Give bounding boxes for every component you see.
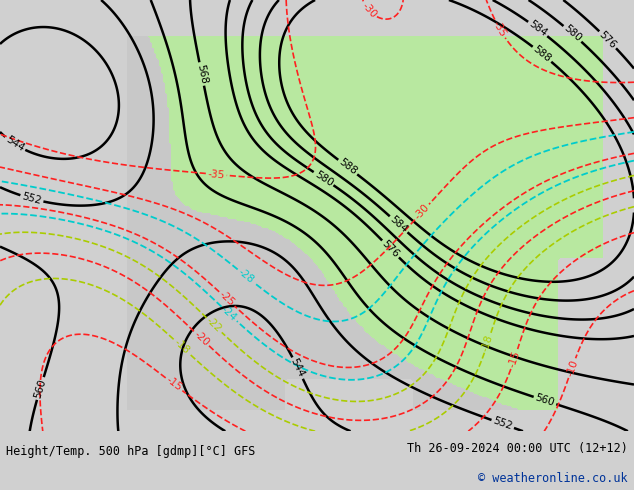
Text: -10: -10 bbox=[564, 358, 579, 378]
Text: 560: 560 bbox=[33, 378, 48, 399]
Text: 560: 560 bbox=[534, 393, 556, 408]
Text: 552: 552 bbox=[21, 191, 42, 206]
Text: -20: -20 bbox=[192, 329, 211, 348]
Text: -30: -30 bbox=[359, 0, 378, 20]
Text: 544: 544 bbox=[289, 357, 307, 379]
Text: © weatheronline.co.uk: © weatheronline.co.uk bbox=[478, 472, 628, 485]
Text: 552: 552 bbox=[492, 416, 514, 432]
Text: -22: -22 bbox=[205, 316, 224, 335]
Text: Height/Temp. 500 hPa [gdmp][°C] GFS: Height/Temp. 500 hPa [gdmp][°C] GFS bbox=[6, 445, 256, 458]
Text: -18: -18 bbox=[172, 337, 191, 356]
Text: Th 26-09-2024 00:00 UTC (12+12): Th 26-09-2024 00:00 UTC (12+12) bbox=[407, 442, 628, 455]
Text: 580: 580 bbox=[562, 24, 583, 44]
Text: -15: -15 bbox=[164, 375, 184, 393]
Text: 584: 584 bbox=[527, 19, 549, 39]
Text: -35: -35 bbox=[491, 19, 508, 39]
Text: 588: 588 bbox=[337, 157, 359, 177]
Text: -30: -30 bbox=[413, 202, 431, 221]
Text: -15: -15 bbox=[507, 349, 522, 368]
Text: 588: 588 bbox=[531, 44, 553, 64]
Text: -18: -18 bbox=[481, 333, 495, 352]
Text: 576: 576 bbox=[380, 239, 401, 260]
Text: -28: -28 bbox=[236, 267, 256, 285]
Text: 576: 576 bbox=[597, 29, 618, 50]
Text: -24: -24 bbox=[219, 304, 239, 323]
Text: -25: -25 bbox=[217, 290, 236, 308]
Text: 580: 580 bbox=[313, 169, 335, 188]
Text: 584: 584 bbox=[388, 214, 410, 235]
Text: 568: 568 bbox=[195, 63, 209, 85]
Text: 544: 544 bbox=[4, 134, 26, 154]
Text: -35: -35 bbox=[207, 169, 225, 180]
